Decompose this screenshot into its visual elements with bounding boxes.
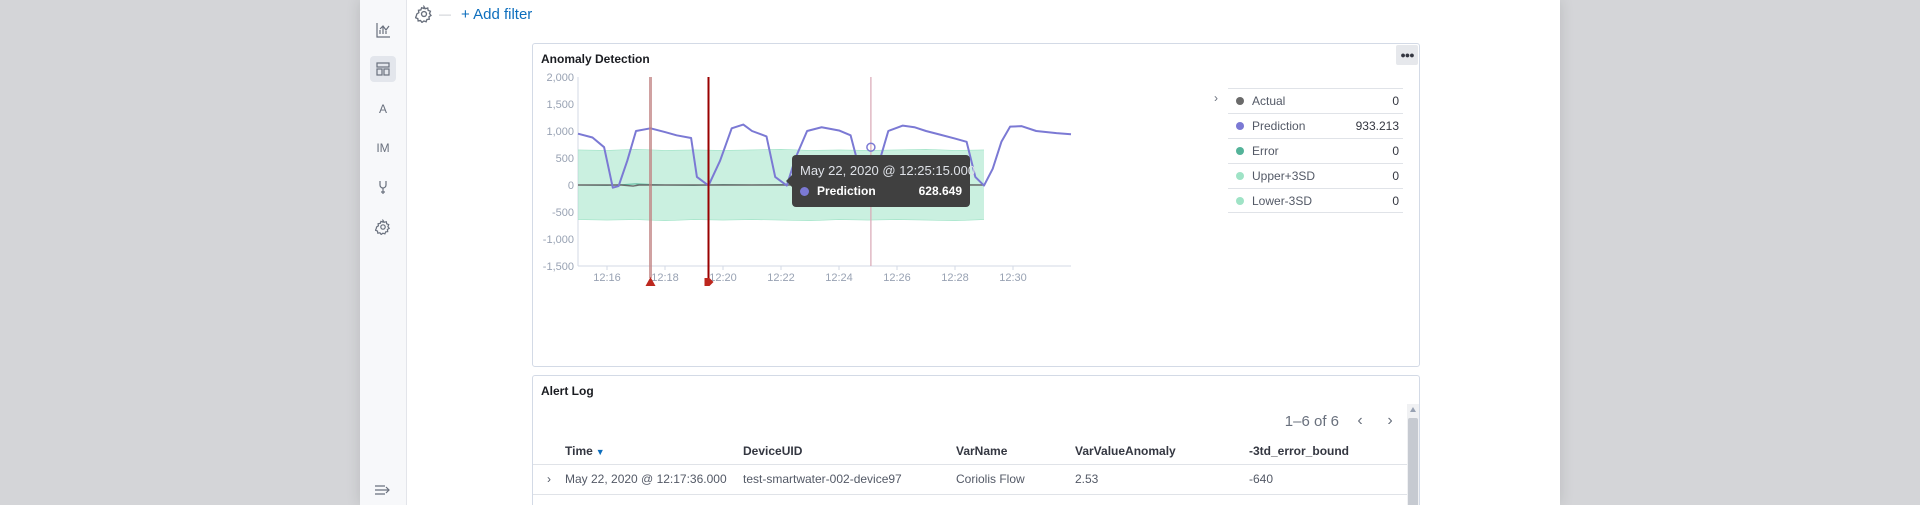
alert-table: Time ▼ DeviceUID VarName VarValueAnomaly …: [533, 438, 1409, 495]
tag-icon: [704, 278, 714, 286]
legend-dot-icon: [1236, 172, 1244, 180]
chart-tooltip: May 22, 2020 @ 12:25:15.000 Prediction 6…: [786, 155, 975, 207]
cell-error-bound: -640: [1249, 464, 1409, 495]
legend-items: Actual 0 Prediction 933.213 Error 0 Upper+3SD 0…: [1228, 88, 1403, 213]
tooltip-series-name: Prediction: [817, 184, 876, 198]
legend-item-name: Actual: [1252, 94, 1286, 108]
filter-bar: — + Add filter: [415, 4, 532, 24]
legend-item-value: 0: [1392, 94, 1399, 108]
filter-separator-icon: —: [439, 7, 451, 21]
nav-im-icon[interactable]: IM: [370, 135, 396, 161]
nav-a-label: A: [378, 102, 387, 116]
app-window: A IM — + Add filter Anomaly Detection ●●…: [360, 0, 1560, 505]
series-prediction: [577, 123, 1072, 189]
add-filter-button[interactable]: + Add filter: [461, 5, 533, 23]
legend-item-value: 0: [1392, 144, 1399, 158]
tooltip-series-dot-icon: [800, 186, 809, 196]
column-header-deviceuid[interactable]: DeviceUID: [743, 438, 956, 465]
x-tick-label: 12:22: [767, 272, 795, 284]
series-lower-3sd: [577, 219, 985, 221]
y-tick-label: 1,000: [546, 126, 574, 138]
panel-title: Anomaly Detection: [541, 52, 650, 66]
column-header-time[interactable]: Time ▼: [565, 438, 743, 465]
chart-legend: › Actual 0 Prediction 933.213 Error 0 Upper+3S…: [1214, 88, 1403, 213]
legend-item[interactable]: Lower-3SD 0: [1228, 188, 1403, 213]
legend-item-value: 0: [1392, 193, 1399, 208]
tooltip-row: Prediction 628.649: [800, 184, 962, 198]
alert-log-panel: Alert Log 1–6 of 6 ‹ › Time ▼ DeviceUID V…: [532, 375, 1420, 505]
x-tick-label: 12:16: [593, 272, 621, 284]
legend-item-value: 933.213: [1355, 119, 1399, 133]
legend-dot-icon: [1236, 122, 1244, 130]
legend-item[interactable]: Error 0: [1228, 138, 1403, 163]
series-upper-3sd: [577, 149, 985, 151]
x-tick-label: 12:30: [999, 272, 1027, 284]
nav-a-icon[interactable]: A: [370, 96, 396, 122]
ellipsis-icon[interactable]: ●●●: [1396, 45, 1418, 65]
hover-point-icon: [866, 142, 876, 152]
y-tick-label: -500: [552, 207, 574, 219]
pagination: 1–6 of 6 ‹ ›: [1285, 412, 1399, 430]
chart-icon[interactable]: [370, 17, 396, 43]
anomaly-chart[interactable]: 2,000 1,500 1,000 500 0 -500 -1,000 -1,500 12:16…: [533, 64, 1233, 366]
x-tick-label: 12:28: [941, 272, 969, 284]
x-tick-label: 12:18: [651, 272, 679, 284]
y-tick-label: 1,500: [546, 99, 574, 111]
scroll-up-icon[interactable]: [1410, 407, 1416, 412]
tooltip-arrow-icon: [786, 175, 792, 187]
y-tick-label: 500: [556, 153, 574, 165]
y-tick-label: -1,000: [543, 234, 574, 246]
table-scrollbar[interactable]: [1407, 404, 1419, 505]
y-tick-label: -1,500: [543, 261, 574, 273]
x-tick-label: 12:24: [825, 272, 853, 284]
sort-descending-icon[interactable]: ▼: [595, 446, 605, 457]
column-header-error-bound[interactable]: -3td_error_bound: [1249, 438, 1409, 465]
collapse-icon[interactable]: [373, 482, 393, 498]
legend-item[interactable]: Upper+3SD 0: [1228, 163, 1403, 188]
cell-deviceuid: test-smartwater-002-device97: [743, 464, 956, 495]
tooltip-title: May 22, 2020 @ 12:25:15.000: [800, 163, 976, 178]
legend-item-name: Lower-3SD: [1252, 193, 1313, 208]
scrollbar-thumb[interactable]: [1408, 418, 1418, 505]
nav-im-label: IM: [376, 141, 390, 155]
annotation-range: [649, 77, 652, 278]
y-tick-label: 0: [568, 180, 574, 192]
cell-time: May 22, 2020 @ 12:17:36.000: [565, 464, 743, 495]
gear-icon[interactable]: [370, 214, 396, 240]
panel-title: Alert Log: [541, 384, 594, 398]
y-tick-label: 2,000: [546, 72, 574, 84]
legend-item-value: 0: [1392, 169, 1399, 183]
anomaly-detection-panel: Anomaly Detection ●●● 2,000 1,500 1,000 500…: [532, 43, 1420, 367]
dashboard-icon[interactable]: [370, 56, 396, 82]
x-tick-label: 12:20: [709, 272, 737, 284]
previous-page-button[interactable]: ‹: [1357, 412, 1363, 429]
legend-dot-icon: [1236, 97, 1244, 105]
tooltip-series-value: 628.649: [918, 184, 962, 198]
legend-item-name: Prediction: [1252, 119, 1306, 133]
warning-icon: [645, 277, 656, 286]
filter-settings-icon[interactable]: [415, 5, 433, 23]
legend-collapse-icon[interactable]: ›: [1214, 91, 1218, 105]
legend-dot-icon: [1236, 147, 1244, 155]
expand-column-header: [533, 438, 565, 465]
column-header-varvalueanomaly[interactable]: VarValueAnomaly: [1075, 438, 1249, 465]
legend-item-name: Upper+3SD: [1252, 169, 1316, 183]
legend-item[interactable]: Actual 0: [1228, 88, 1403, 113]
sidebar: A IM: [360, 0, 407, 505]
cell-varvalueanomaly: 2.53: [1075, 464, 1249, 495]
table-row[interactable]: › May 22, 2020 @ 12:17:36.000 test-smart…: [533, 464, 1409, 495]
next-page-button[interactable]: ›: [1387, 412, 1393, 429]
legend-dot-icon: [1236, 196, 1244, 205]
x-tick-label: 12:26: [883, 272, 911, 284]
table-header-row: Time ▼ DeviceUID VarName VarValueAnomaly …: [533, 438, 1409, 465]
expand-row-icon[interactable]: ›: [533, 464, 565, 495]
legend-item[interactable]: Prediction 933.213: [1228, 113, 1403, 138]
cell-varname: Coriolis Flow: [956, 464, 1075, 495]
legend-item-name: Error: [1252, 144, 1279, 158]
wrench-icon[interactable]: [370, 174, 396, 200]
column-header-varname[interactable]: VarName: [956, 438, 1075, 465]
pagination-label: 1–6 of 6: [1284, 412, 1339, 430]
